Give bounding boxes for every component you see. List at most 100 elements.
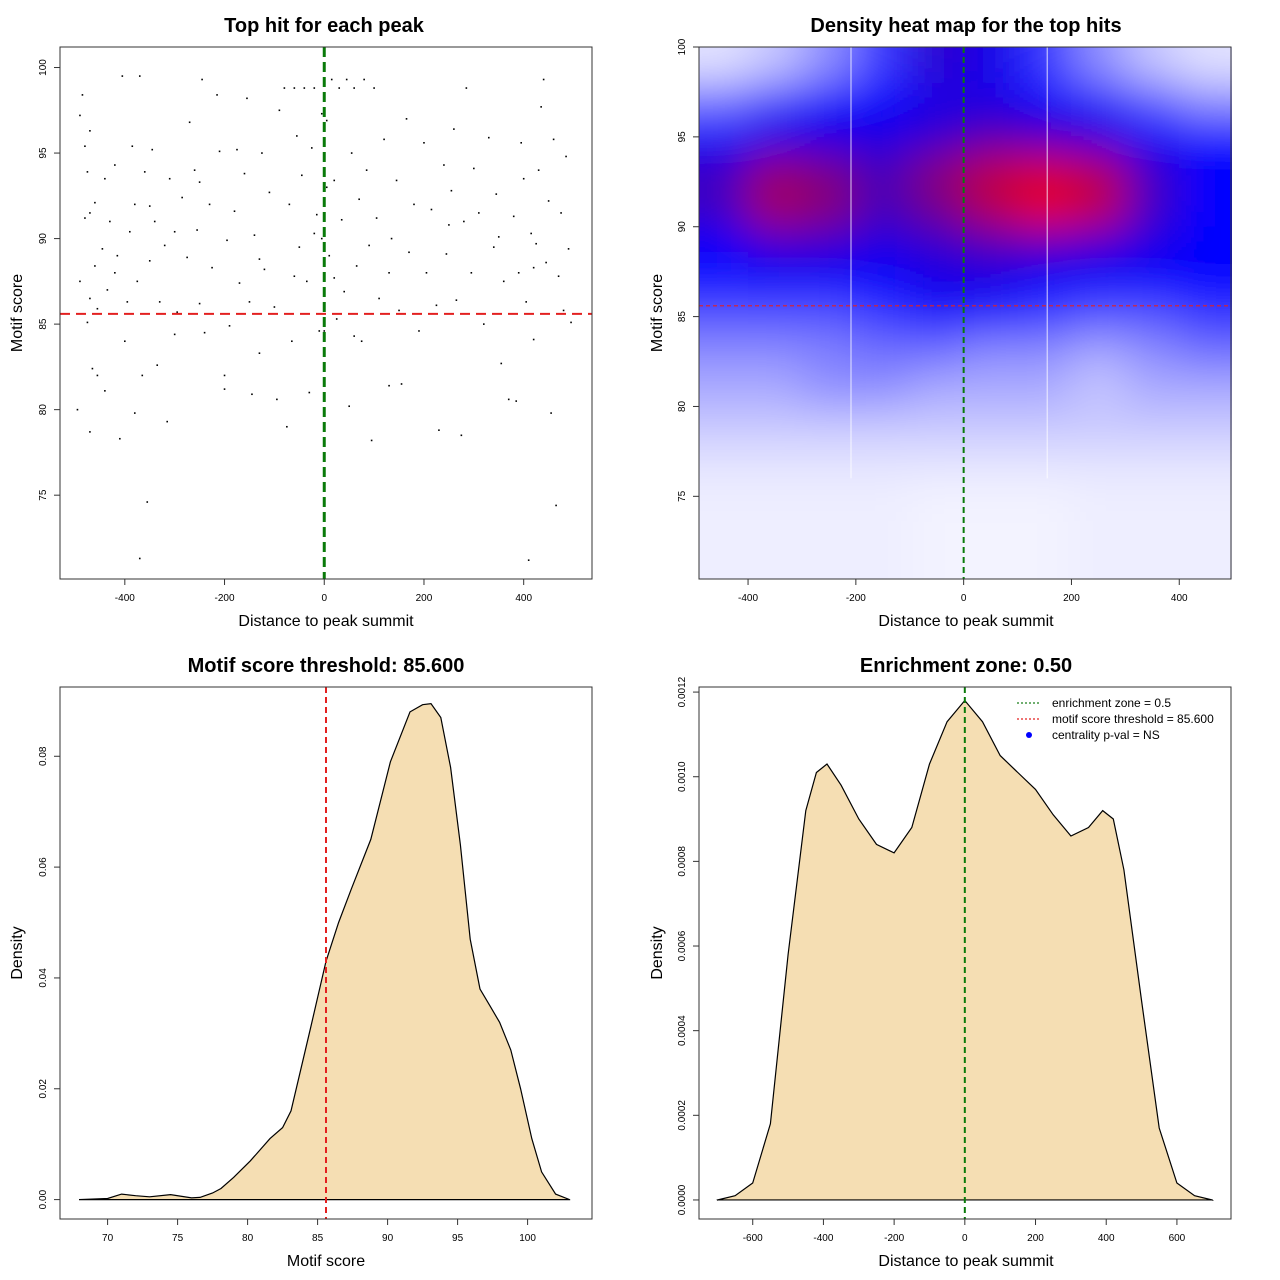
scatter-point — [223, 388, 226, 390]
scatter-point — [218, 150, 221, 153]
heatmap-cell — [748, 262, 803, 300]
scatter-point — [313, 232, 316, 235]
heatmap-cell — [1017, 226, 1073, 264]
scatter-point — [325, 186, 328, 189]
heatmap-cell — [1125, 514, 1181, 579]
heatmap-cell — [699, 154, 750, 192]
heatmap-cell — [1071, 190, 1127, 228]
heatmap-cell — [909, 478, 965, 516]
scatter-point — [81, 94, 84, 96]
heatmap-cell — [699, 442, 750, 480]
heatmap-cell — [1017, 190, 1073, 228]
scatter-point — [470, 272, 473, 274]
heatmap-cell — [963, 47, 1019, 84]
heatmap-cell — [855, 262, 911, 300]
scatter-point — [532, 338, 535, 341]
y-tick-label: 85 — [677, 311, 688, 323]
scatter-point — [84, 217, 86, 219]
y-axis-label: Motif score — [9, 274, 26, 352]
heatmap-cell — [963, 478, 1019, 516]
heatmap-cell — [748, 370, 803, 408]
heatmap-cell — [1125, 154, 1181, 192]
chart-title: Motif score threshold: 85.600 — [188, 655, 465, 677]
y-tick-label: 0.0012 — [677, 676, 688, 707]
scatter-point — [507, 398, 510, 401]
scatter-point — [288, 203, 291, 206]
scatter-point — [570, 321, 572, 324]
scatter-point — [198, 181, 201, 183]
scatter-point — [445, 253, 448, 255]
scatter-point — [330, 78, 333, 81]
heatmap-cell — [699, 514, 750, 579]
y-tick-label: 0.00 — [38, 1189, 49, 1209]
x-tick-label: 80 — [242, 1233, 254, 1244]
heatmap-cell — [1125, 190, 1181, 228]
scatter-point — [527, 559, 530, 561]
scatter-point — [562, 309, 565, 312]
scatter-point — [323, 330, 326, 332]
scatter-point — [413, 203, 415, 206]
scatter-point — [286, 425, 288, 428]
heatmap-cell — [748, 406, 803, 444]
scatter-point — [89, 431, 91, 433]
heatmap-cell — [909, 442, 965, 480]
heatmap-cell — [963, 406, 1019, 444]
x-tick-label: 400 — [1171, 593, 1188, 604]
scatter-point — [555, 504, 557, 507]
y-tick-label: 0.04 — [38, 968, 49, 988]
plot-frame — [59, 46, 593, 580]
heatmap-cell — [855, 478, 911, 516]
heatmap-cell — [963, 226, 1019, 264]
y-tick-label: 0.0004 — [677, 1015, 688, 1046]
heatmap-cell — [1125, 118, 1181, 156]
scatter-point — [363, 78, 365, 81]
scatter-point — [293, 275, 296, 278]
scatter-point — [236, 148, 238, 151]
scatter-point — [368, 244, 370, 247]
heatmap-cell — [1071, 298, 1127, 336]
panel-scatter: Top hit for each peak Distance to peak s… — [9, 15, 425, 630]
legend-dot-icon — [1026, 732, 1032, 738]
heatmap-cell — [1071, 154, 1127, 192]
scatter-point — [398, 309, 400, 312]
y-tick-label: 85 — [38, 318, 49, 330]
heatmap-cell — [1017, 82, 1073, 120]
scatter-point — [148, 260, 151, 262]
heatmap-cell — [699, 334, 750, 372]
scatter-point — [173, 230, 176, 233]
chart-title: Top hit for each peak — [224, 15, 425, 37]
scatter-point — [198, 302, 201, 305]
x-tick-label: 200 — [1027, 1233, 1044, 1244]
heatmap-cell — [909, 298, 965, 336]
scatter-point — [540, 106, 542, 108]
heatmap-cell — [1071, 226, 1127, 264]
y-tick-label: 90 — [38, 233, 49, 245]
heatmap-cell — [909, 406, 965, 444]
scatter-point — [328, 254, 331, 257]
scatter-point — [325, 119, 328, 122]
scatter-point — [223, 374, 226, 377]
scatter-point — [276, 398, 278, 401]
scatter-point — [340, 218, 343, 221]
plot-scatter: -400 -200 0 200 400 75 80 85 90 95 100 — [38, 46, 593, 604]
heatmap-cell — [963, 190, 1019, 228]
scatter-point — [193, 169, 196, 171]
heatmap-cell — [1179, 82, 1232, 120]
scatter-point — [525, 301, 527, 303]
x-tick-label: 200 — [1063, 593, 1080, 604]
x-tick-label: -200 — [884, 1233, 904, 1244]
heatmap-cell — [801, 118, 857, 156]
heatmap-cell — [909, 334, 965, 372]
heatmap-cell — [1071, 262, 1127, 300]
heatmap-cell — [1017, 154, 1073, 192]
scatter-point — [158, 301, 161, 303]
scatter-point — [400, 383, 403, 385]
scatter-point — [418, 330, 420, 332]
x-tick-label: -600 — [743, 1233, 763, 1244]
scatter-point — [238, 282, 241, 284]
scatter-point — [355, 265, 358, 267]
x-axis-label: Motif score — [287, 1253, 365, 1270]
scatter-point — [483, 323, 485, 325]
heatmap-cell — [801, 478, 857, 516]
scatter-point — [76, 408, 79, 411]
